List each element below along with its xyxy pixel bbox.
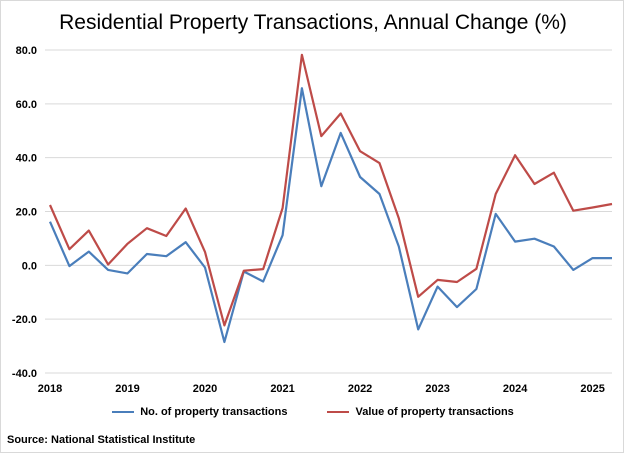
x-tick-label: 2021 xyxy=(270,383,294,395)
legend-item-transactions: No. of property transactions xyxy=(112,406,287,418)
legend: No. of property transactions Value of pr… xyxy=(1,406,624,418)
y-tick-label: -20.0 xyxy=(12,314,37,326)
x-tick-label: 2024 xyxy=(503,383,528,395)
y-tick-label: -40.0 xyxy=(12,368,37,380)
legend-label: Value of property transactions xyxy=(355,406,513,418)
legend-swatch xyxy=(327,411,349,413)
x-tick-label: 2019 xyxy=(115,383,139,395)
y-tick-label: 40.0 xyxy=(16,153,37,165)
legend-item-value: Value of property transactions xyxy=(327,406,513,418)
x-tick-label: 2025 xyxy=(580,383,604,395)
x-tick-label: 2018 xyxy=(38,383,62,395)
y-tick-label: 80.0 xyxy=(16,45,37,57)
y-tick-label: 60.0 xyxy=(16,99,37,111)
source-note: Source: National Statistical Institute xyxy=(7,434,195,446)
x-tick-label: 2022 xyxy=(348,383,372,395)
legend-label: No. of property transactions xyxy=(140,406,287,418)
series-line-1 xyxy=(50,55,612,326)
legend-swatch xyxy=(112,411,134,413)
y-tick-label: 0.0 xyxy=(22,260,37,272)
x-tick-label: 2020 xyxy=(193,383,217,395)
x-tick-label: 2023 xyxy=(425,383,449,395)
y-tick-label: 20.0 xyxy=(16,207,37,219)
